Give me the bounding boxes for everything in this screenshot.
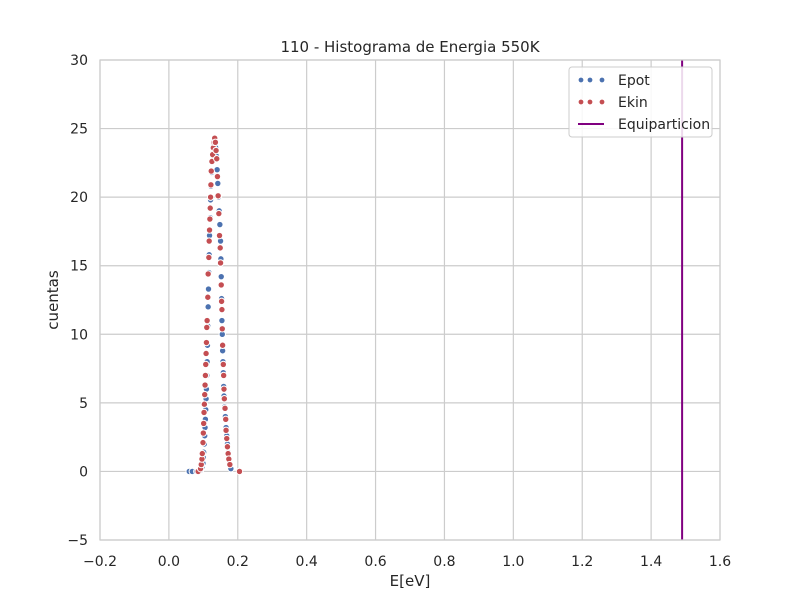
ekin-point bbox=[198, 449, 207, 458]
ekin-point bbox=[204, 270, 212, 278]
ekin-point bbox=[206, 204, 214, 212]
legend-dot-marker bbox=[598, 76, 606, 84]
ekin-point bbox=[202, 349, 210, 358]
legend-entry-equiparticion: Equiparticion bbox=[578, 117, 710, 133]
y-tick-label: 0 bbox=[79, 464, 88, 480]
ekin-point bbox=[223, 443, 232, 451]
series-points bbox=[185, 134, 244, 476]
ekin-point bbox=[217, 297, 226, 306]
legend-dot-marker bbox=[586, 76, 594, 84]
epot-point bbox=[204, 303, 212, 311]
legend-dot-marker bbox=[577, 98, 585, 106]
x-tick-label: 1.6 bbox=[709, 554, 731, 570]
ekin-point bbox=[199, 429, 208, 437]
ekin-point bbox=[202, 338, 211, 347]
ekin-point bbox=[217, 281, 225, 289]
x-tick-label: 1.2 bbox=[571, 554, 593, 570]
ekin-point bbox=[202, 360, 210, 369]
y-tick-label: 30 bbox=[70, 53, 88, 69]
ekin-point bbox=[213, 172, 222, 181]
ekin-point bbox=[226, 460, 234, 469]
ekin-point bbox=[206, 193, 215, 201]
plot-frame bbox=[99, 59, 721, 541]
ekin-point bbox=[201, 390, 209, 399]
ekin-point bbox=[207, 167, 215, 175]
y-tick-label: 15 bbox=[70, 259, 88, 275]
x-tick-label: 0.2 bbox=[227, 554, 249, 570]
series-ekin bbox=[194, 134, 244, 476]
ekin-point bbox=[213, 155, 221, 163]
ekin-point bbox=[235, 467, 244, 476]
ekin-point bbox=[201, 381, 209, 389]
ekin-point bbox=[214, 192, 222, 200]
ekin-point bbox=[205, 226, 214, 234]
legend-dot-marker bbox=[586, 98, 594, 106]
ekin-point bbox=[222, 415, 230, 424]
plot-area bbox=[185, 60, 684, 540]
legend-dot-marker bbox=[577, 76, 585, 84]
legend-entry-epot: Epot bbox=[577, 73, 650, 89]
ekin-point bbox=[216, 244, 224, 252]
ekin-point bbox=[204, 293, 212, 301]
ekin-point bbox=[218, 325, 226, 333]
ekin-point bbox=[200, 400, 209, 408]
ekin-point bbox=[218, 341, 227, 349]
ekin-point bbox=[199, 419, 208, 428]
ekin-point bbox=[221, 404, 229, 413]
legend-entries: Epot Ekin Equiparticion bbox=[577, 73, 710, 133]
x-tick-label: 1.4 bbox=[640, 554, 662, 570]
epot-point bbox=[218, 316, 226, 325]
ekin-point bbox=[219, 360, 228, 369]
ekin-point bbox=[205, 253, 213, 262]
y-tick-label: 5 bbox=[79, 396, 88, 412]
ekin-point bbox=[206, 215, 214, 223]
x-axis-label: E[eV] bbox=[390, 572, 431, 590]
ekin-point bbox=[201, 371, 210, 380]
legend-label: Equiparticion bbox=[618, 117, 710, 133]
ekin-point bbox=[215, 209, 223, 218]
ekin-point bbox=[203, 316, 211, 325]
ekin-point bbox=[219, 371, 228, 380]
epot-point bbox=[204, 285, 213, 293]
y-tick-labels: −5 0 5 10 15 20 25 30 bbox=[67, 53, 88, 549]
x-tick-label: 0.6 bbox=[364, 554, 386, 570]
ekin-point bbox=[203, 323, 211, 332]
ekin-point bbox=[211, 138, 220, 146]
ekin-point bbox=[207, 181, 215, 189]
ekin-point bbox=[200, 408, 208, 417]
epot-point bbox=[217, 272, 225, 281]
ekin-point bbox=[222, 426, 230, 434]
y-tick-label: 20 bbox=[70, 190, 88, 206]
ekin-point bbox=[199, 438, 207, 447]
ekin-point bbox=[212, 146, 220, 155]
x-tick-label: 0.4 bbox=[296, 554, 318, 570]
x-tick-label: −0.2 bbox=[83, 554, 117, 570]
epot-point bbox=[213, 166, 221, 174]
epot-point bbox=[216, 220, 224, 229]
ekin-point bbox=[215, 231, 224, 240]
x-tick-label: 1.0 bbox=[502, 554, 524, 570]
ekin-point bbox=[223, 434, 231, 443]
legend-label: Ekin bbox=[618, 95, 648, 111]
y-tick-label: 25 bbox=[70, 122, 88, 138]
y-tick-label: 10 bbox=[70, 327, 88, 343]
legend-label: Epot bbox=[618, 73, 650, 89]
epot-point bbox=[214, 179, 222, 188]
legend-entry-ekin: Ekin bbox=[577, 95, 648, 111]
legend-dot-marker bbox=[598, 98, 606, 106]
ekin-point bbox=[220, 395, 229, 403]
y-tick-label: −5 bbox=[67, 533, 88, 549]
legend: Epot Ekin Equiparticion bbox=[568, 66, 713, 138]
x-tick-labels: −0.2 0.0 0.2 0.4 0.6 0.8 1.0 1.2 1.4 1.6 bbox=[83, 554, 731, 570]
ekin-point bbox=[220, 385, 228, 393]
x-tick-label: 0.0 bbox=[158, 554, 180, 570]
x-tick-label: 0.8 bbox=[433, 554, 455, 570]
ekin-point bbox=[205, 237, 213, 245]
chart-title: 110 - Histograma de Energia 550K bbox=[280, 38, 540, 56]
ekin-point bbox=[218, 305, 226, 314]
ekin-point bbox=[216, 259, 225, 267]
y-axis-label: cuentas bbox=[44, 270, 62, 330]
legend-box bbox=[568, 66, 713, 138]
